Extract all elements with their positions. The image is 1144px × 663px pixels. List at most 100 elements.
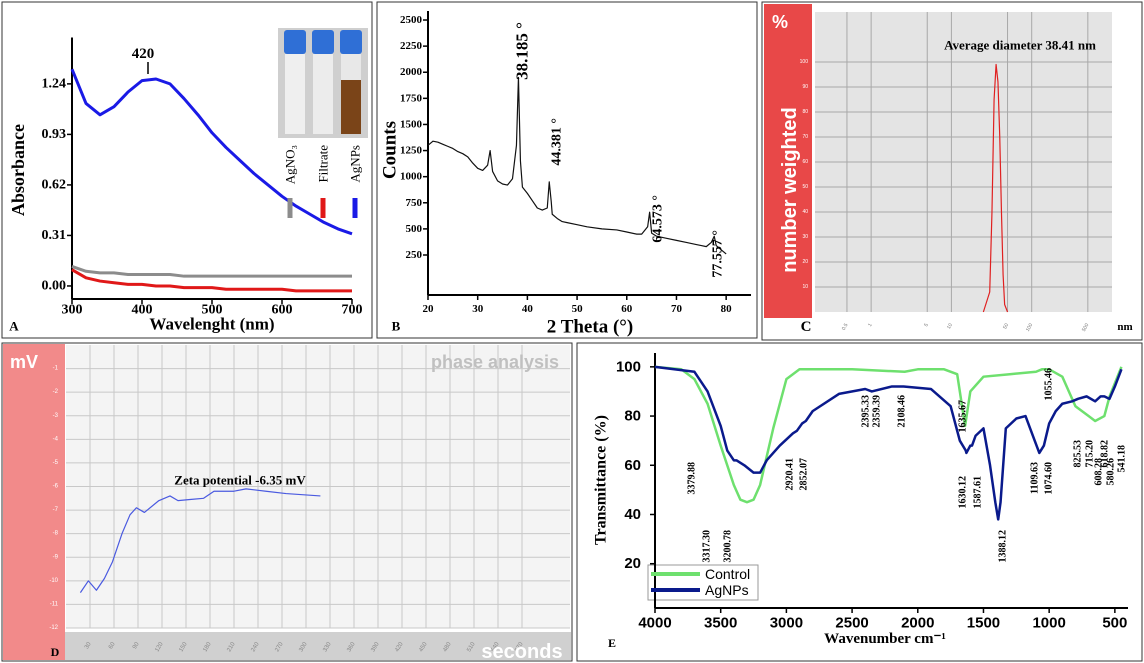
y-tick-label: 500 (406, 223, 423, 235)
x-tick-label: 2000 (901, 615, 934, 632)
side-strip (764, 4, 812, 318)
y-tick-label: 100 (800, 59, 809, 65)
annotation: 1109.63 (1030, 462, 1041, 494)
y-tick-label: 2250 (400, 40, 423, 52)
annotation: 2852.07 (799, 458, 810, 491)
x-tick-label: 70 (671, 303, 683, 315)
x-tick-label: 10 (946, 322, 954, 330)
y-tick-label: 1250 (400, 145, 423, 157)
y-tick-label: 20 (624, 555, 641, 572)
x-tick-label: 40 (522, 303, 534, 315)
x-tick-label: 510 (466, 641, 477, 653)
annotation: 2108.46 (897, 395, 908, 428)
annotation: 1074.60 (1044, 462, 1055, 495)
x-tick-label: 700 (342, 303, 363, 318)
x-tick-label: 270 (274, 641, 285, 653)
y-axis-label: Absorbance (8, 124, 28, 216)
x-tick-label: 500 (1081, 322, 1090, 332)
x-tick-label: 300 (62, 303, 83, 318)
annotation: 1388.12 (998, 530, 1009, 563)
y-tick-label: 2500 (400, 14, 423, 26)
y-tick-label: -2 (53, 389, 59, 395)
x-axis-label: Wavenumber cm⁻¹ (824, 631, 946, 647)
x-axis-label: Wavelenght (nm) (149, 315, 274, 334)
y-tick-label: 20 (802, 259, 808, 265)
y-tick-label: 50 (802, 184, 808, 190)
x-tick-label: 480 (442, 641, 453, 653)
annotation: 1635.67 (958, 400, 969, 433)
series-line (71, 264, 352, 278)
y-tick-label: 10 (802, 284, 808, 290)
panel-label: C (801, 319, 812, 335)
inset-photo (278, 28, 368, 138)
annotation: 3379.88 (687, 462, 698, 495)
y-tick-label: -9 (53, 554, 59, 560)
y-tick-label: 1500 (400, 118, 423, 130)
x-tick-label: 390 (370, 641, 381, 653)
series-line (79, 488, 321, 593)
y-tick-label: 0.62 (42, 177, 67, 192)
y-tick-label: -6 (53, 484, 59, 490)
annotation: 3200.78 (723, 530, 734, 563)
y-tick-label: -11 (50, 601, 59, 607)
x-tick-label: 540 (490, 641, 501, 653)
y-tick-label: 80 (802, 109, 808, 115)
y-unit-label: % (772, 12, 788, 32)
x-tick-label: 600 (272, 303, 293, 318)
y-tick-label: 750 (406, 197, 423, 209)
panel-label: E (608, 636, 616, 650)
x-tick-label: 80 (721, 303, 733, 315)
x-axis-label: nm (1117, 321, 1132, 333)
y-tick-label: -4 (53, 436, 59, 442)
y-tick-label: 2000 (400, 66, 423, 78)
x-tick-label: 240 (250, 641, 261, 653)
x-tick-label: 30 (472, 303, 484, 315)
y-tick-label: -1 (53, 366, 59, 372)
x-tick-label: 90 (132, 641, 141, 650)
x-tick-label: 450 (418, 641, 429, 653)
y-axis-label: Transmittance (%) (593, 415, 610, 545)
annotation: Zeta potential -6.35 mV (174, 473, 306, 488)
x-tick-label: 30 (84, 641, 93, 650)
y-tick-label: 40 (624, 506, 641, 523)
x-tick-label: 420 (394, 641, 405, 653)
y-tick-label: -5 (53, 460, 59, 466)
y-tick-label: 250 (406, 249, 423, 261)
legend-label: AgNPs (705, 582, 749, 598)
annotation: 608.28 (1094, 458, 1105, 486)
panel-label: D (51, 645, 60, 659)
annotation: 2359.39 (872, 395, 883, 428)
x-axis-label: 2 Theta (°) (547, 317, 633, 338)
series-line (427, 76, 727, 255)
x-tick-label: 120 (154, 641, 165, 653)
annotation: 541.18 (1117, 445, 1128, 473)
annotation: 44.381 ° (550, 118, 565, 166)
y-tick-label: 1.24 (42, 76, 67, 91)
x-tick-label: 1 (867, 322, 874, 328)
x-tick-label: 50 (572, 303, 584, 315)
legend-label: AgNPs (348, 145, 363, 183)
legend-label: AgNO₃ (283, 145, 298, 184)
series-line (982, 63, 1009, 313)
x-tick-label: 300 (298, 641, 309, 653)
y-tick-label: 40 (802, 209, 808, 215)
x-axis-label: seconds (481, 641, 562, 663)
y-tick-label: 90 (802, 84, 808, 90)
x-tick-label: 330 (322, 641, 333, 653)
annotation: 64.573 ° (651, 195, 666, 243)
bottom-strip (65, 632, 571, 660)
x-tick-label: 180 (202, 641, 213, 653)
y-tick-label: 0.93 (42, 127, 67, 142)
x-tick-label: 3500 (704, 615, 737, 632)
y-tick-label: 100 (616, 358, 641, 375)
x-tick-label: 210 (226, 641, 237, 653)
y-tick-label: 1000 (400, 171, 423, 183)
y-tick-label: 60 (802, 159, 808, 165)
x-tick-label: 5 (923, 322, 930, 328)
x-tick-label: 100 (1025, 322, 1034, 332)
annotation: 825.53 (1073, 440, 1084, 468)
y-tick-label: 60 (624, 457, 641, 474)
y-tick-label: 80 (624, 408, 641, 425)
